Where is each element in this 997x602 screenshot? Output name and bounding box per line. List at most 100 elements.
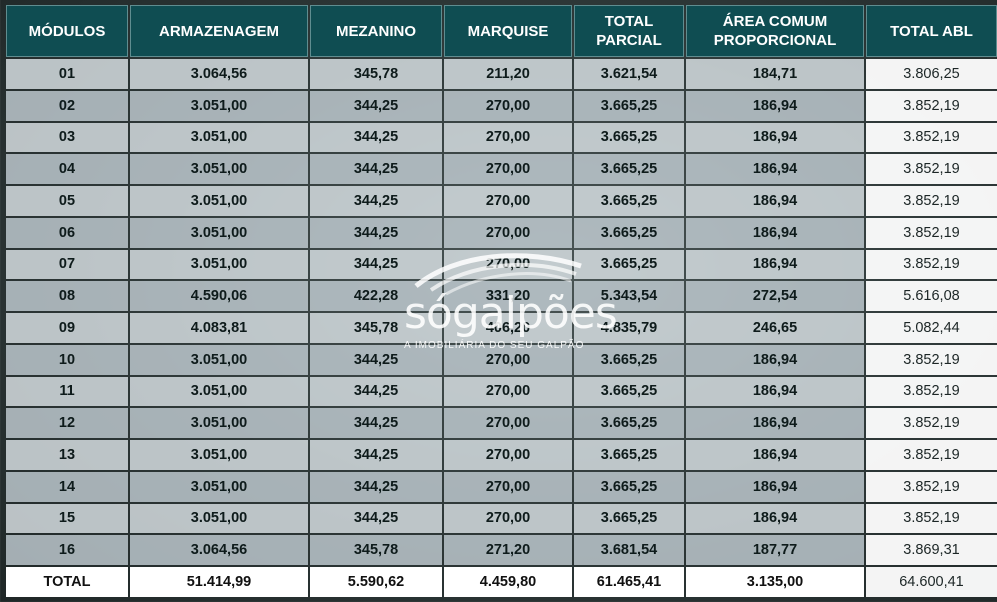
cell-area-comum: 246,65 [686,313,864,343]
cell-area-comum: 184,71 [686,59,864,89]
cell-modulo: 06 [6,217,128,248]
cell-total-abl: 3.852,19 [866,503,997,534]
cell-marquise: 270,00 [444,217,572,248]
cell-modulo: 05 [6,186,128,216]
cell-total-abl: 3.852,19 [866,122,997,153]
cell-total-abl: 5.616,08 [866,281,997,311]
cell-area-comum: 186,94 [686,503,864,534]
cell-total-abl: 3.852,19 [866,186,997,216]
totals-row: TOTAL 51.414,99 5.590,62 4.459,80 61.465… [6,567,997,597]
col-header-marquise: MARQUISE [444,5,572,57]
cell-armazenagem: 3.051,00 [130,344,308,375]
cell-mezanino: 344,25 [310,344,442,375]
cell-marquise: 270,00 [444,471,572,502]
col-header-total-parcial: TOTAL PARCIAL [574,5,684,57]
cell-total-parcial: 3.665,25 [574,503,684,534]
cell-mezanino: 344,25 [310,376,442,407]
table-row: 02 3.051,00 344,25 270,00 3.665,25 186,94 3.85… [6,90,997,121]
cell-mezanino: 345,78 [310,59,442,89]
cell-total-abl: 3.852,19 [866,376,997,407]
totals-label: TOTAL [6,567,128,597]
cell-total-parcial: 3.665,25 [574,376,684,407]
cell-total-parcial: 3.665,25 [574,154,684,184]
cell-area-comum: 186,94 [686,90,864,121]
cell-total-abl: 3.852,19 [866,408,997,438]
cell-modulo: 09 [6,313,128,343]
cell-mezanino: 344,25 [310,122,442,153]
cell-mezanino: 344,25 [310,440,442,470]
cell-area-comum: 186,94 [686,376,864,407]
cell-total-abl: 3.852,19 [866,440,997,470]
cell-marquise: 270,00 [444,376,572,407]
cell-mezanino: 344,25 [310,408,442,438]
cell-armazenagem: 3.051,00 [130,503,308,534]
cell-modulo: 15 [6,503,128,534]
cell-total-parcial: 5.343,54 [574,281,684,311]
cell-armazenagem: 3.051,00 [130,471,308,502]
cell-mezanino: 344,25 [310,471,442,502]
cell-total-parcial: 3.665,25 [574,122,684,153]
cell-total-abl: 5.082,44 [866,313,997,343]
cell-area-comum: 186,94 [686,154,864,184]
cell-armazenagem: 3.051,00 [130,186,308,216]
cell-total-parcial: 3.681,54 [574,535,684,565]
cell-mezanino: 345,78 [310,535,442,565]
cell-total-abl: 3.852,19 [866,249,997,280]
table-row: 12 3.051,00 344,25 270,00 3.665,25 186,94 3.85… [6,408,997,438]
cell-area-comum: 272,54 [686,281,864,311]
cell-total-abl: 3.852,19 [866,471,997,502]
cell-area-comum: 187,77 [686,535,864,565]
total-mezanino: 5.590,62 [310,567,442,597]
table-row: 07 3.051,00 344,25 270,00 3.665,25 186,94 3.85… [6,249,997,280]
table-row: 15 3.051,00 344,25 270,00 3.665,25 186,94 3.85… [6,503,997,534]
header-row: MÓDULOS ARMAZENAGEM MEZANINO MARQUISE TO… [6,5,997,57]
cell-armazenagem: 3.051,00 [130,376,308,407]
total-area-comum: 3.135,00 [686,567,864,597]
cell-marquise: 406,20 [444,313,572,343]
cell-mezanino: 344,25 [310,503,442,534]
cell-marquise: 270,00 [444,186,572,216]
total-armazenagem: 51.414,99 [130,567,308,597]
cell-area-comum: 186,94 [686,122,864,153]
cell-marquise: 270,00 [444,122,572,153]
table-row: 05 3.051,00 344,25 270,00 3.665,25 186,94 3.85… [6,186,997,216]
cell-total-parcial: 3.621,54 [574,59,684,89]
cell-armazenagem: 3.051,00 [130,408,308,438]
table-row: 10 3.051,00 344,25 270,00 3.665,25 186,94 3.85… [6,344,997,375]
cell-total-abl: 3.852,19 [866,90,997,121]
cell-area-comum: 186,94 [686,217,864,248]
cell-modulo: 02 [6,90,128,121]
table-row: 06 3.051,00 344,25 270,00 3.665,25 186,94 3.85… [6,217,997,248]
cell-modulo: 04 [6,154,128,184]
cell-modulo: 12 [6,408,128,438]
cell-marquise: 270,00 [444,154,572,184]
cell-modulo: 07 [6,249,128,280]
cell-total-abl: 3.852,19 [866,217,997,248]
cell-mezanino: 422,28 [310,281,442,311]
table-body: 01 3.064,56 345,78 211,20 3.621,54 184,71 3.80… [6,59,997,565]
cell-total-abl: 3.869,31 [866,535,997,565]
cell-modulo: 16 [6,535,128,565]
col-header-mezanino: MEZANINO [310,5,442,57]
total-total-abl: 64.600,41 [866,567,997,597]
cell-area-comum: 186,94 [686,249,864,280]
table-row: 11 3.051,00 344,25 270,00 3.665,25 186,94 3.85… [6,376,997,407]
cell-total-abl: 3.852,19 [866,344,997,375]
cell-mezanino: 345,78 [310,313,442,343]
cell-total-parcial: 3.665,25 [574,217,684,248]
cell-marquise: 270,00 [444,249,572,280]
cell-total-parcial: 3.665,25 [574,408,684,438]
cell-mezanino: 344,25 [310,90,442,121]
col-header-area-comum: ÁREA COMUM PROPORCIONAL [686,5,864,57]
cell-marquise: 211,20 [444,59,572,89]
cell-modulo: 10 [6,344,128,375]
cell-modulo: 03 [6,122,128,153]
table-row: 01 3.064,56 345,78 211,20 3.621,54 184,71 3.80… [6,59,997,89]
cell-total-abl: 3.852,19 [866,154,997,184]
cell-marquise: 270,00 [444,440,572,470]
cell-marquise: 271,20 [444,535,572,565]
table-row: 08 4.590,06 422,28 331,20 5.343,54 272,54 5.61… [6,281,997,311]
cell-marquise: 270,00 [444,408,572,438]
table-row: 09 4.083,81 345,78 406,20 4.835,79 246,65 5.08… [6,313,997,343]
cell-total-parcial: 3.665,25 [574,471,684,502]
